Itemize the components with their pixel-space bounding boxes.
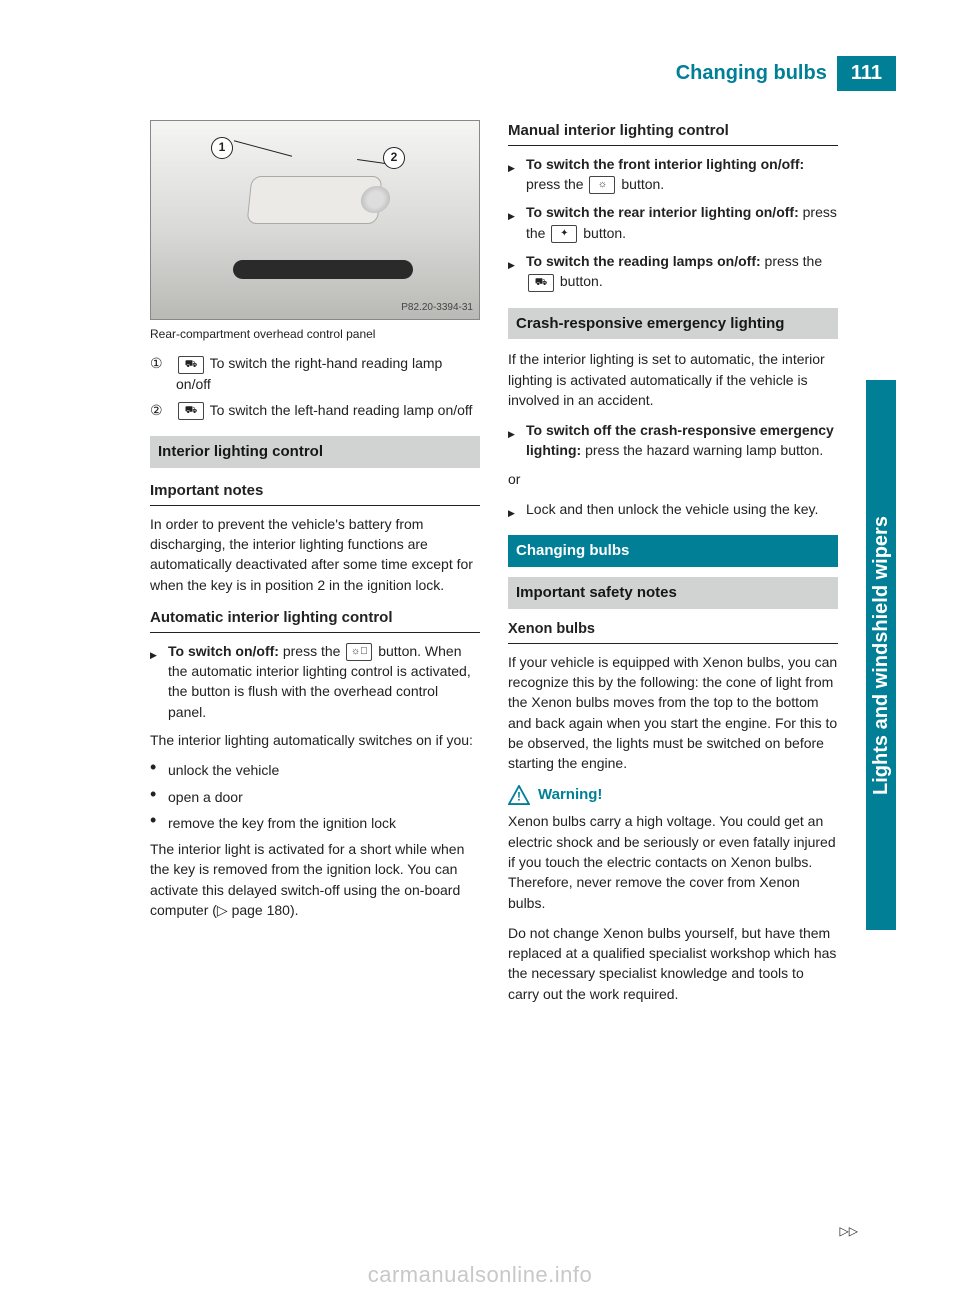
figure-handle <box>233 260 413 280</box>
page-header: Changing bulbs 111 <box>676 56 896 91</box>
auto-step: To switch on/off: press the ☼⃞ button. W… <box>150 641 480 722</box>
step-marker-icon <box>508 154 518 195</box>
step-marker-icon <box>508 499 518 519</box>
warning-para-1: Xenon bulbs carry a high voltage. You co… <box>508 811 838 912</box>
xenon-para: If your vehicle is equipped with Xenon b… <box>508 652 838 774</box>
crash-step-1-text: To switch off the crash-responsive emerg… <box>526 420 838 461</box>
bullet-3: •remove the key from the ignition lock <box>150 813 480 833</box>
bullet-icon: • <box>150 787 160 807</box>
heading-interior-lighting: Interior lighting control <box>150 436 480 468</box>
auto-para: The interior lighting automatically swit… <box>150 730 480 750</box>
side-tab-label: Lights and windshield wipers <box>870 516 893 795</box>
right-column: Manual interior lighting control To swit… <box>508 120 838 1014</box>
left-column: 1 2 P82.20-3394-31 Rear-compartment over… <box>150 120 480 1014</box>
manual-step-3-text: To switch the reading lamps on/off: pres… <box>526 251 838 292</box>
step-marker-icon <box>508 202 518 243</box>
manual-step-3: To switch the reading lamps on/off: pres… <box>508 251 838 292</box>
warning-header: ! Warning! <box>508 784 838 806</box>
warning-label: Warning! <box>538 784 602 806</box>
header-page-number: 111 <box>837 56 896 91</box>
watermark: carmanualsonline.info <box>368 1262 593 1288</box>
crash-step-1: To switch off the crash-responsive emerg… <box>508 420 838 461</box>
svg-text:!: ! <box>517 789 521 803</box>
header-section: Changing bulbs <box>676 56 837 91</box>
warning-icon: ! <box>508 785 530 805</box>
content-area: 1 2 P82.20-3394-31 Rear-compartment over… <box>150 120 850 1014</box>
figure-overhead-panel: 1 2 P82.20-3394-31 <box>150 120 480 320</box>
figure-knob <box>360 187 391 214</box>
legend-text-1: ⛟ To switch the right-hand reading lamp … <box>176 353 480 394</box>
auto-para-2: The interior light is activated for a sh… <box>150 839 480 920</box>
legend-num-1: ① <box>150 353 168 394</box>
step-marker-icon <box>150 641 160 722</box>
manual-step-2: To switch the rear interior lighting on/… <box>508 202 838 243</box>
legend-item-2: ② ⛟ To switch the left-hand reading lamp… <box>150 400 480 420</box>
heading-safety-notes: Important safety notes <box>508 577 838 609</box>
figure-caption: Rear-compartment overhead control panel <box>150 326 480 343</box>
reading-lamp-icon: ⛟ <box>528 274 554 292</box>
manual-step-1-text: To switch the front interior lighting on… <box>526 154 838 195</box>
or-text: or <box>508 469 838 489</box>
bullet-icon: • <box>150 760 160 780</box>
bullet-1: •unlock the vehicle <box>150 760 480 780</box>
step-marker-icon <box>508 420 518 461</box>
figure-panel <box>247 176 383 224</box>
heading-changing-bulbs: Changing bulbs <box>508 535 838 567</box>
bullet-icon: • <box>150 813 160 833</box>
auto-light-icon: ☼⃞ <box>346 643 372 661</box>
crash-para: If the interior lighting is set to autom… <box>508 349 838 410</box>
heading-important-notes: Important notes <box>150 480 480 506</box>
reading-lamp-icon: ⛟ <box>178 356 204 374</box>
bullet-2: •open a door <box>150 787 480 807</box>
figure-leader-1 <box>234 140 292 156</box>
notes-paragraph: In order to prevent the vehicle's batter… <box>150 514 480 595</box>
figure-leader-2 <box>357 159 385 164</box>
legend-text-2: ⛟ To switch the left-hand reading lamp o… <box>176 400 472 420</box>
auto-step-text: To switch on/off: press the ☼⃞ button. W… <box>168 641 480 722</box>
heading-manual-lighting: Manual interior lighting control <box>508 120 838 146</box>
heading-auto-lighting: Automatic interior lighting control <box>150 607 480 633</box>
heading-crash-lighting: Crash-responsive emergency lighting <box>508 308 838 340</box>
side-tab: Lights and windshield wipers <box>866 380 896 930</box>
figure-badge-2: 2 <box>383 147 405 169</box>
figure-badge-1: 1 <box>211 137 233 159</box>
front-light-icon: ☼ <box>589 176 615 194</box>
reading-lamp-icon: ⛟ <box>178 402 204 420</box>
crash-step-2: Lock and then unlock the vehicle using t… <box>508 499 838 519</box>
crash-step-2-text: Lock and then unlock the vehicle using t… <box>526 499 818 519</box>
heading-xenon: Xenon bulbs <box>508 619 838 644</box>
legend-num-2: ② <box>150 400 168 420</box>
manual-step-1: To switch the front interior lighting on… <box>508 154 838 195</box>
legend-item-1: ① ⛟ To switch the right-hand reading lam… <box>150 353 480 394</box>
rear-light-icon: ✦ <box>551 225 577 243</box>
manual-step-2-text: To switch the rear interior lighting on/… <box>526 202 838 243</box>
continue-marker: ▷▷ <box>840 1224 858 1238</box>
step-marker-icon <box>508 251 518 292</box>
figure-code: P82.20-3394-31 <box>401 301 473 316</box>
warning-para-2: Do not change Xenon bulbs yourself, but … <box>508 923 838 1004</box>
